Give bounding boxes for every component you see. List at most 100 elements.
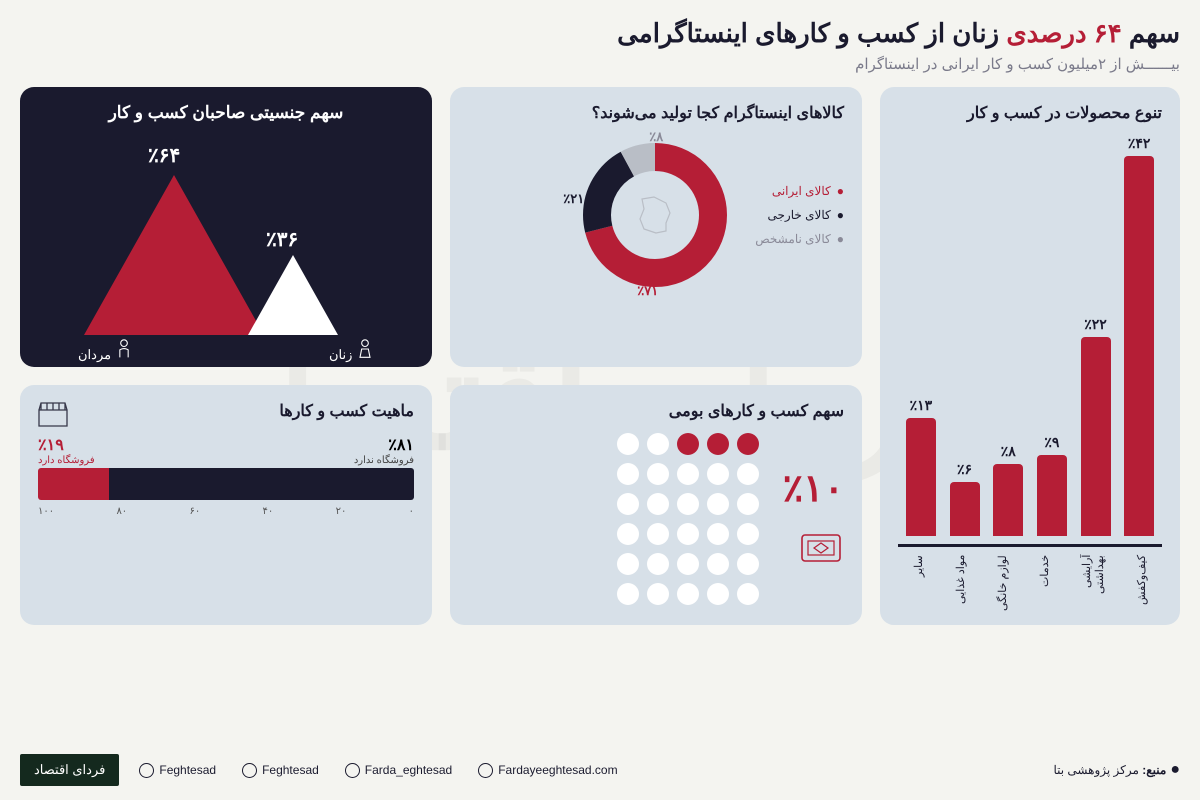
- social-web[interactable]: Fardayeeghtesad.com: [478, 763, 617, 778]
- title-pre: سهم: [1122, 18, 1180, 48]
- women-label-wrap: زنان: [329, 339, 374, 363]
- bar-item: ٪۸: [990, 443, 1026, 536]
- shop-icon: [36, 399, 70, 429]
- dot: [647, 463, 669, 485]
- donut-center-map-icon: [575, 135, 735, 295]
- men-label-wrap: مردان: [78, 339, 133, 363]
- hbar-title: ماهیت کسب و کارها: [38, 401, 414, 421]
- source-label: منبع:: [1142, 763, 1166, 777]
- dot: [707, 493, 729, 515]
- hbar-bar: [38, 468, 414, 500]
- donut-chart: ٪۷۱ ٪۲۱ ٪۸: [575, 135, 735, 295]
- social-twitter[interactable]: Feghtesad: [139, 763, 216, 778]
- header: سهم ۶۴ درصدی زنان از کسب و کارهای اینستا…: [20, 18, 1180, 73]
- subtitle: بیــــــش از ۲میلیون کسب و کار ایرانی در…: [20, 55, 1180, 73]
- women-label: زنان: [329, 347, 352, 362]
- footer: ● منبع: مرکز پژوهشی بتا FeghtesadFeghtes…: [20, 754, 1180, 786]
- bar-label: کیف‌وکفش: [1135, 555, 1148, 625]
- card-barchart: تنوع محصولات در کسب و کار ٪۴۲٪۲۲٪۹٪۸٪۶٪۱…: [880, 87, 1180, 625]
- donut-label-0: ٪۷۱: [637, 283, 658, 299]
- dot: [677, 553, 699, 575]
- dot: [737, 553, 759, 575]
- dot: [617, 463, 639, 485]
- dot: [617, 493, 639, 515]
- dot: [677, 463, 699, 485]
- dot: [677, 433, 699, 455]
- dot: [677, 523, 699, 545]
- dot: [677, 583, 699, 605]
- dots-left: ٪۱۰: [783, 466, 844, 572]
- dot: [737, 493, 759, 515]
- triangle-val-men: ٪۳۶: [266, 227, 298, 252]
- dot: [737, 463, 759, 485]
- dot: [707, 583, 729, 605]
- man-icon: [115, 339, 133, 359]
- card-hbar: ماهیت کسب و کارها ٪۸۱ ٪۱۹ فروشگاه ندارد …: [20, 385, 432, 625]
- dot: [707, 523, 729, 545]
- dot: [647, 583, 669, 605]
- dot: [647, 433, 669, 455]
- triangle-chart: ٪۶۴ ٪۳۶: [38, 135, 414, 335]
- card-dots: سهم کسب و کارهای بومی ٪۱۰: [450, 385, 862, 625]
- dot: [707, 463, 729, 485]
- bar-label: مواد غذایی: [954, 555, 967, 625]
- dot: [617, 583, 639, 605]
- social-telegram[interactable]: Feghtesad: [242, 763, 319, 778]
- triangle-men: [248, 255, 338, 335]
- bar-item: ٪۱۳: [903, 397, 939, 536]
- donut-title: کالاهای اینستاگرام کجا تولید می‌شوند؟: [468, 103, 844, 123]
- carpet-icon: [783, 529, 844, 572]
- hbar-seg-navy: [109, 468, 414, 500]
- hbar-left-val: ٪۱۹: [38, 435, 64, 455]
- legend-item: ●کالای خارجی: [755, 203, 844, 227]
- card-donut: کالاهای اینستاگرام کجا تولید می‌شوند؟ ●ک…: [450, 87, 862, 367]
- legend-item: ●کالای نامشخص: [755, 227, 844, 251]
- hbar-right-label: فروشگاه ندارد: [354, 455, 414, 466]
- donut-legend: ●کالای ایرانی●کالای خارجی●کالای نامشخص: [755, 179, 844, 251]
- dots-grid: [617, 433, 759, 605]
- bar-label: لوازم خانگی: [996, 555, 1009, 625]
- bar-label: سایر: [912, 555, 925, 625]
- woman-icon: [356, 339, 374, 359]
- triangle-women: [84, 175, 264, 335]
- dot: [647, 523, 669, 545]
- dots-value: ٪۱۰: [783, 466, 844, 511]
- hbar-seg-red: [38, 468, 109, 500]
- men-label: مردان: [78, 347, 111, 362]
- grid: تنوع محصولات در کسب و کار ٪۴۲٪۲۲٪۹٪۸٪۶٪۱…: [20, 87, 1180, 625]
- legend-item: ●کالای ایرانی: [755, 179, 844, 203]
- dot: [647, 493, 669, 515]
- dot: [737, 583, 759, 605]
- donut-label-1: ٪۲۱: [563, 191, 584, 207]
- dots-title: سهم کسب و کارهای بومی: [468, 401, 844, 421]
- hbar-right-val: ٪۸۱: [388, 435, 414, 455]
- triangles-title: سهم جنسیتی صاحبان کسب و کار: [38, 103, 414, 123]
- triangle-val-women: ٪۶۴: [148, 143, 180, 168]
- social-instagram[interactable]: Farda_eghtesad: [345, 763, 452, 778]
- card-triangles: سهم جنسیتی صاحبان کسب و کار ٪۶۴ ٪۳۶ زنان…: [20, 87, 432, 367]
- dot: [677, 493, 699, 515]
- dot: [737, 523, 759, 545]
- hbar-left-label: فروشگاه دارد: [38, 455, 95, 466]
- barchart-labels: کیف‌وکفش آرایشی بهداشتی خدمات لوازم خانگی مو…: [898, 555, 1162, 625]
- barchart-bars: ٪۴۲٪۲۲٪۹٪۸٪۶٪۱۳: [898, 135, 1162, 547]
- title-post: زنان از کسب و کارهای اینستاگرامی: [617, 18, 999, 48]
- infographic-root: سهم ۶۴ درصدی زنان از کسب و کارهای اینستا…: [0, 0, 1200, 643]
- bar-item: ٪۶: [947, 461, 983, 536]
- title-highlight: ۶۴ درصدی: [999, 18, 1122, 48]
- dot: [617, 553, 639, 575]
- bar-label: آرایشی بهداشتی: [1080, 555, 1106, 625]
- source-text: مرکز پژوهشی بتا: [1053, 763, 1138, 777]
- dot: [617, 433, 639, 455]
- bar-item: ٪۲۲: [1078, 316, 1114, 536]
- triangle-labels: زنان مردان: [38, 339, 414, 363]
- dot: [617, 523, 639, 545]
- dot: [707, 433, 729, 455]
- bar-item: ٪۹: [1034, 434, 1070, 536]
- bar-item: ٪۴۲: [1121, 135, 1157, 536]
- main-title: سهم ۶۴ درصدی زنان از کسب و کارهای اینستا…: [20, 18, 1180, 49]
- dot: [737, 433, 759, 455]
- hbar-ticks: ۰۲۰۴۰۶۰۸۰۱۰۰: [38, 506, 414, 517]
- socials: Feghtesad Feghtesad Farda_eghtesad Fardayee…: [139, 763, 617, 778]
- bar-label: خدمات: [1038, 555, 1051, 625]
